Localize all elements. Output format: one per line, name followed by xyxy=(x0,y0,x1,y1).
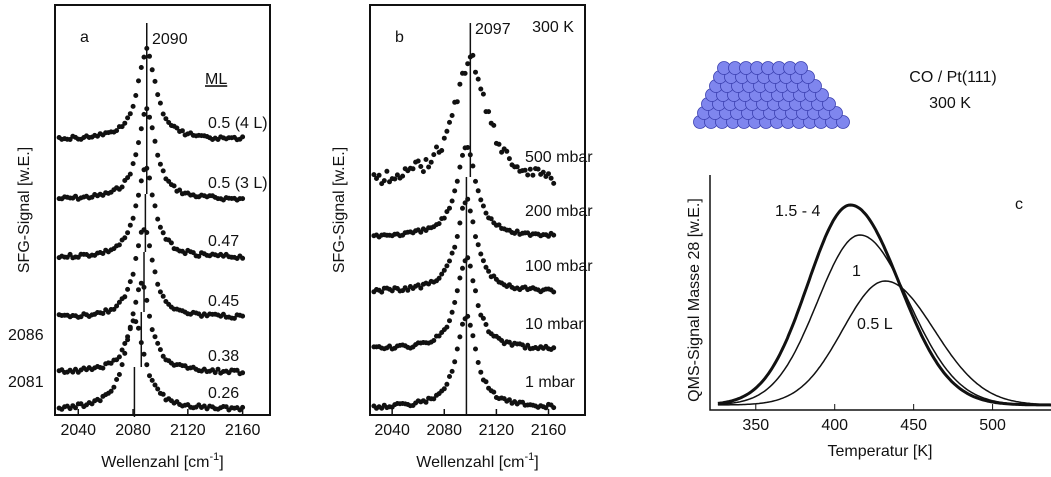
annotation: 2090 xyxy=(152,31,188,48)
legend-title: ML xyxy=(205,71,227,88)
curve-label: 0.5 L xyxy=(857,316,893,333)
spectrum-trace xyxy=(371,255,557,352)
spectrum-trace xyxy=(371,313,557,411)
x-tick-label: 2080 xyxy=(115,422,151,439)
spectrum-trace xyxy=(56,45,246,143)
trace-label: 200 mbar xyxy=(525,203,593,220)
x-tick-label: 2160 xyxy=(225,422,261,439)
x-tick-label: 350 xyxy=(742,417,769,434)
x-tick-label: 2160 xyxy=(531,422,567,439)
x-axis-label-part: ] xyxy=(534,454,538,471)
trace-label: 0.5 (4 L) xyxy=(208,115,268,132)
y-axis-label: SFG-Signal [w.E.] xyxy=(16,147,33,273)
curve-label: 1 xyxy=(852,263,861,280)
annotation: 2086 xyxy=(8,327,44,344)
spectrum-trace xyxy=(56,165,246,261)
x-tick-label: 2120 xyxy=(170,422,206,439)
trace-label: 100 mbar xyxy=(525,258,593,275)
spectrum-trace xyxy=(56,318,246,413)
atom xyxy=(794,61,808,75)
spectrum-trace xyxy=(371,52,557,187)
x-tick-label: 2040 xyxy=(374,422,410,439)
annotation: 2097 xyxy=(475,21,511,38)
trace-label: 0.26 xyxy=(208,385,239,402)
curve-label: 1.5 - 4 xyxy=(775,203,820,220)
spectrum-trace xyxy=(56,280,246,377)
spectrum-trace xyxy=(371,196,557,295)
trace-label: 1 mbar xyxy=(525,374,575,391)
panel-letter: b xyxy=(395,29,404,46)
trace-label: 0.47 xyxy=(208,233,239,250)
annotation: 2081 xyxy=(8,374,44,391)
x-axis-label: Temperatur [K] xyxy=(828,443,933,460)
tpd-curve xyxy=(717,203,1051,407)
x-axis-label: Wellenzahl [cm-1] xyxy=(416,451,538,471)
panel-b-frame xyxy=(369,4,586,416)
x-tick-label: 2120 xyxy=(479,422,515,439)
heading: CO / Pt(111) xyxy=(909,69,996,86)
x-axis-label-part: Wellenzahl [cm xyxy=(416,454,524,471)
x-tick-label: 2080 xyxy=(426,422,462,439)
panel-letter: c xyxy=(1015,196,1023,213)
panel-letter: a xyxy=(80,29,89,46)
x-tick-label: 500 xyxy=(979,417,1006,434)
spectrum-trace xyxy=(56,227,246,321)
trace-label: 0.38 xyxy=(208,348,239,365)
spectrum-trace xyxy=(371,145,557,240)
subheading: 300 K xyxy=(929,95,971,112)
x-axis-label-part: -1 xyxy=(209,451,219,463)
tpd-curve xyxy=(717,234,1051,406)
trace-label: 0.5 (3 L) xyxy=(208,175,268,192)
trace-label: 500 mbar xyxy=(525,149,593,166)
x-axis-label-part: -1 xyxy=(524,451,534,463)
x-axis-label-part: Wellenzahl [cm xyxy=(101,454,209,471)
x-tick-label: 2040 xyxy=(60,422,96,439)
x-tick-label: 400 xyxy=(821,417,848,434)
trace-label: 10 mbar xyxy=(525,316,584,333)
spectrum-trace xyxy=(56,106,246,203)
x-axis-label: Wellenzahl [cm-1] xyxy=(101,451,223,471)
y-axis-label: QMS-Signal Masse 28 [w.E.] xyxy=(686,198,703,402)
tpd-curve xyxy=(717,280,1051,406)
trace-label: 0.45 xyxy=(208,293,239,310)
x-axis-label-part: ] xyxy=(219,454,223,471)
panel-subtitle: 300 K xyxy=(532,19,574,36)
panel-c-axes xyxy=(709,175,1051,411)
x-tick-label: 450 xyxy=(900,417,927,434)
y-axis-label: SFG-Signal [w.E.] xyxy=(331,147,348,273)
panel-a-frame xyxy=(54,4,271,416)
pt-cluster xyxy=(693,61,850,129)
